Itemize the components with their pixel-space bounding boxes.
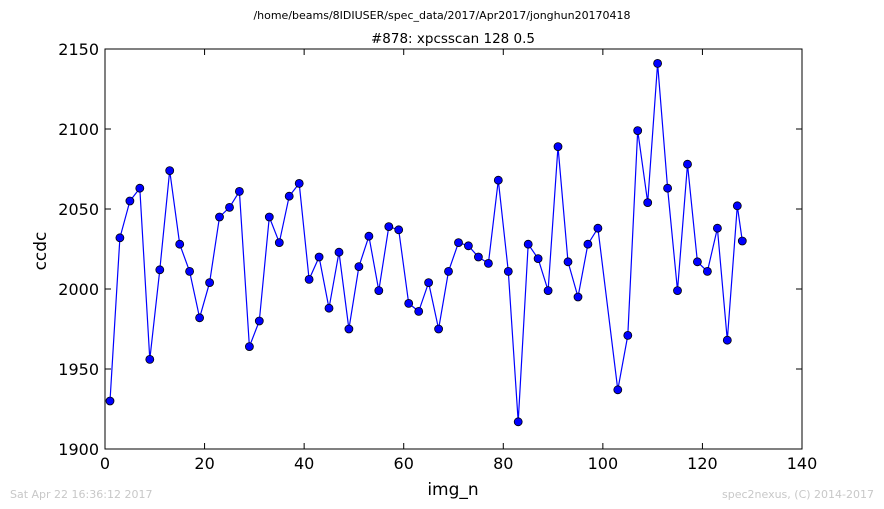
data-point <box>593 223 603 233</box>
data-point <box>573 292 583 302</box>
y-tick-label: 2050 <box>58 200 99 219</box>
data-point <box>254 316 264 326</box>
y-tick-label: 2000 <box>58 280 99 299</box>
data-point <box>115 233 125 243</box>
x-axis-label: img_n <box>427 480 478 500</box>
data-point <box>145 354 155 364</box>
series-line <box>109 63 743 422</box>
data-point <box>633 126 643 136</box>
x-tick-label: 0 <box>100 454 110 473</box>
data-point <box>125 196 135 206</box>
axis-ticks: 0 20 40 60 80 100 120 140 1900 1950 2000 2050 2100 21… <box>58 40 817 473</box>
data-point <box>653 59 662 68</box>
data-point <box>613 385 623 395</box>
data-point <box>493 175 503 185</box>
data-point <box>533 254 543 264</box>
data-point <box>175 239 185 249</box>
data-point <box>344 324 354 334</box>
data-point <box>513 417 523 427</box>
data-point <box>264 212 274 222</box>
data-point <box>553 142 563 152</box>
data-point <box>155 265 165 275</box>
data-point <box>105 396 115 406</box>
data-point <box>185 266 195 276</box>
data-point <box>284 191 294 201</box>
plot-frame <box>104 48 803 450</box>
data-point <box>434 324 444 334</box>
data-point <box>374 286 384 296</box>
data-point <box>294 178 304 188</box>
data-point <box>354 262 364 272</box>
chart-title: #878: xpcsscan 128 0.5 <box>371 31 535 47</box>
footer-credit: spec2nexus, (C) 2014-2017 <box>722 488 874 501</box>
x-tick-label: 20 <box>194 454 214 473</box>
x-tick-label: 100 <box>588 454 619 473</box>
data-point <box>225 202 234 212</box>
data-point <box>444 266 453 276</box>
path-title: /home/beams/8IDIUSER/spec_data/2017/Apr2… <box>253 9 630 22</box>
data-point <box>703 266 712 276</box>
data-point <box>274 238 284 248</box>
data-point <box>732 201 742 211</box>
data-point <box>324 303 334 313</box>
data-point <box>473 252 483 262</box>
data-point <box>304 274 314 284</box>
data-point <box>165 166 175 176</box>
data-point <box>424 278 434 288</box>
data-point <box>135 183 145 193</box>
data-point <box>643 198 653 208</box>
footer-timestamp: Sat Apr 22 16:36:12 2017 <box>10 488 152 501</box>
x-tick-label: 120 <box>687 454 718 473</box>
data-point <box>523 239 533 249</box>
data-point <box>334 247 344 257</box>
x-tick-label: 40 <box>294 454 314 473</box>
data-point <box>215 212 224 222</box>
data-point <box>693 257 702 267</box>
series-points <box>105 59 747 427</box>
data-point <box>583 239 593 249</box>
data-point <box>394 225 404 235</box>
x-tick-label: 80 <box>493 454 513 473</box>
x-tick-label: 140 <box>787 454 818 473</box>
data-point <box>195 313 205 323</box>
data-point <box>244 342 254 352</box>
data-point <box>663 183 672 193</box>
data-point <box>384 222 394 232</box>
data-point <box>414 306 424 316</box>
data-point <box>713 223 722 233</box>
data-point <box>364 231 374 241</box>
y-tick-label: 1950 <box>58 360 99 379</box>
data-point <box>543 286 553 296</box>
data-point <box>722 335 732 345</box>
data-point <box>314 252 324 262</box>
data-point <box>234 186 244 196</box>
data-point <box>673 286 682 296</box>
y-tick-label: 2150 <box>58 40 99 59</box>
data-point <box>205 278 215 288</box>
data-point <box>683 159 692 169</box>
data-point <box>454 238 463 248</box>
data-point <box>483 258 493 268</box>
x-tick-label: 60 <box>394 454 414 473</box>
y-tick-label: 2100 <box>58 120 99 139</box>
data-point <box>503 266 513 276</box>
y-axis-label: ccdc <box>31 232 51 271</box>
data-point <box>463 241 473 251</box>
y-tick-label: 1900 <box>58 440 99 459</box>
data-point <box>563 257 573 267</box>
data-point <box>737 236 747 246</box>
data-point <box>404 298 414 308</box>
data-point <box>623 330 633 340</box>
